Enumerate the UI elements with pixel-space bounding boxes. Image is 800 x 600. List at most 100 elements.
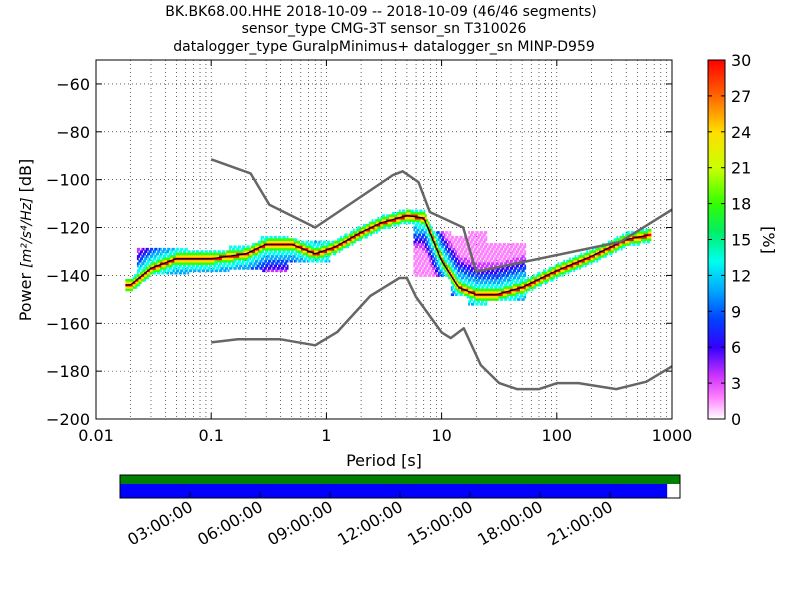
psd-cell — [344, 235, 347, 239]
psd-cell — [165, 264, 168, 268]
psd-cell — [184, 262, 187, 265]
psd-cell — [211, 262, 214, 265]
psd-cell — [424, 214, 427, 218]
psd-cell — [373, 223, 375, 227]
psd-cell — [416, 250, 419, 253]
psd-cell — [468, 271, 470, 275]
psd-cell — [504, 288, 506, 292]
psd-cell — [141, 257, 144, 261]
psd-cell — [442, 271, 445, 275]
psd-cell — [295, 238, 298, 241]
psd-cell — [138, 252, 141, 256]
psd-cell — [534, 281, 537, 285]
colorbar-tick-label: 0 — [731, 410, 741, 429]
psd-cell — [429, 235, 432, 239]
psd-cell — [554, 267, 557, 270]
psd-cell — [339, 243, 342, 246]
psd-cell — [445, 252, 447, 256]
psd-cell — [475, 281, 478, 285]
psd-cell — [532, 281, 535, 285]
psd-cell — [524, 293, 527, 297]
psd-cell — [519, 245, 522, 249]
psd-cell — [139, 271, 142, 275]
psd-cell — [416, 274, 419, 277]
psd-cell — [432, 240, 434, 244]
psd-cell — [544, 276, 547, 280]
psd-cell — [373, 221, 375, 225]
psd-cell — [452, 269, 455, 273]
psd-cell — [554, 274, 557, 277]
psd-cell — [430, 269, 433, 273]
psd-cell — [138, 278, 141, 282]
psd-cell — [291, 259, 293, 263]
psd-cell — [278, 259, 280, 263]
psd-cell — [247, 259, 250, 263]
psd-cell — [424, 238, 427, 241]
psd-cell — [476, 245, 479, 249]
psd-cell — [423, 209, 426, 213]
psd-cell — [432, 269, 434, 273]
psd-cell — [414, 223, 417, 227]
psd-cell — [495, 262, 498, 265]
psd-cell — [544, 269, 547, 273]
psd-cell — [208, 267, 211, 270]
psd-cell — [440, 274, 443, 277]
psd-cell — [419, 269, 422, 273]
psd-cell — [370, 223, 373, 227]
psd-cell — [288, 240, 290, 244]
psd-cell — [190, 267, 193, 270]
psd-cell — [308, 243, 311, 246]
psd-cell — [491, 295, 494, 299]
psd-cell — [165, 262, 168, 265]
psd-cell — [272, 245, 275, 249]
psd-cell — [148, 250, 151, 253]
psd-cell — [168, 267, 171, 270]
psd-cell — [413, 262, 416, 265]
psd-cell — [393, 211, 396, 215]
psd-cell — [223, 269, 226, 273]
psd-cell — [478, 247, 481, 251]
psd-cell — [345, 240, 348, 244]
psd-cell — [521, 278, 524, 282]
psd-cell — [563, 259, 566, 263]
psd-cell — [214, 252, 217, 256]
psd-cell — [504, 250, 506, 253]
psd-cell — [282, 252, 285, 256]
psd-cell — [483, 231, 486, 234]
psd-cell — [404, 219, 407, 222]
psd-cell — [433, 235, 436, 239]
psd-cell — [138, 267, 141, 270]
psd-cell — [413, 211, 416, 215]
psd-cell — [159, 255, 162, 258]
psd-cell — [571, 264, 574, 268]
psd-cell — [518, 281, 521, 285]
psd-cell — [462, 259, 465, 263]
psd-cell — [459, 283, 462, 287]
psd-cell — [309, 257, 312, 261]
psd-cell — [443, 257, 446, 261]
psd-cell — [151, 262, 154, 265]
psd-cell — [175, 271, 178, 275]
psd-cell — [180, 259, 182, 263]
psd-cell — [301, 255, 303, 258]
psd-cell — [640, 228, 643, 232]
psd-cell — [252, 267, 254, 270]
psd-cell — [170, 252, 172, 256]
psd-cell — [388, 221, 391, 225]
psd-cell — [419, 238, 422, 241]
psd-cell — [558, 269, 561, 273]
psd-cell — [440, 255, 443, 258]
psd-cell — [298, 252, 301, 256]
psd-cell — [312, 255, 315, 258]
psd-cell — [564, 262, 567, 265]
psd-cell — [305, 243, 308, 246]
psd-cell — [499, 278, 502, 282]
psd-cell — [442, 274, 445, 277]
psd-cell — [162, 247, 165, 251]
psd-cell — [411, 216, 414, 220]
psd-cell — [280, 259, 283, 263]
y-axis-label-units: [m²/s⁴/Hz] — [19, 197, 35, 267]
psd-cell — [358, 238, 361, 241]
psd-cell — [449, 269, 452, 273]
psd-cell — [311, 255, 314, 258]
